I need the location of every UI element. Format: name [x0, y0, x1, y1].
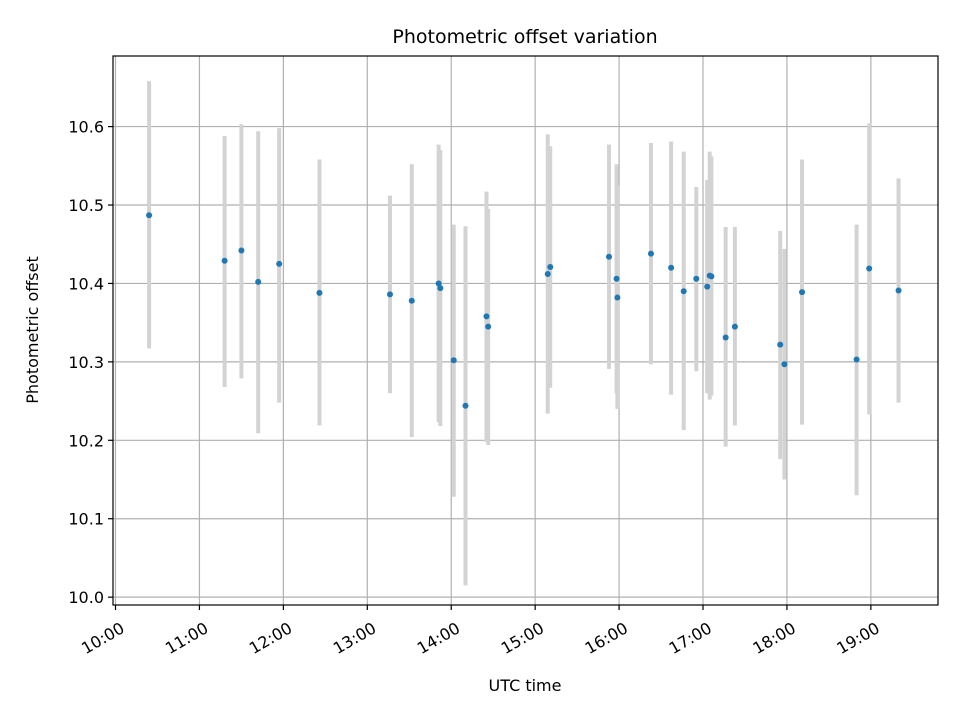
data-point [613, 275, 620, 282]
data-point [221, 257, 228, 264]
chart-title: Photometric offset variation [392, 26, 657, 48]
data-point [708, 273, 715, 280]
y-tick-label: 10.3 [68, 353, 104, 372]
data-point [255, 278, 262, 285]
x-axis-label: UTC time [489, 676, 562, 695]
data-point [408, 297, 415, 304]
data-points [146, 212, 902, 409]
y-tick-label: 10.4 [68, 274, 104, 293]
plot-frame [112, 55, 939, 606]
y-tick-label: 10.2 [68, 431, 104, 450]
data-point [483, 313, 490, 320]
y-tick-label: 10.1 [68, 510, 104, 529]
data-point [614, 294, 621, 301]
y-tick-label: 10.5 [68, 196, 104, 215]
data-point [731, 323, 738, 330]
data-point [544, 271, 551, 278]
data-point [316, 289, 323, 296]
data-point [777, 341, 784, 348]
data-point [238, 247, 245, 254]
data-point [895, 287, 902, 294]
data-point [680, 288, 687, 295]
data-point [386, 291, 393, 298]
data-point [668, 264, 675, 271]
data-point [781, 361, 788, 368]
data-point [866, 265, 873, 272]
data-point [606, 253, 613, 260]
y-axis-ticks: 10.0 10.1 10.2 10.3 10.4 10.5 10.6 [68, 118, 113, 607]
y-tick-label: 10.0 [68, 588, 104, 607]
data-point [722, 334, 729, 341]
y-axis-label: Photometric offset [23, 256, 42, 404]
data-point [462, 402, 469, 409]
data-point [485, 323, 492, 330]
data-point [853, 356, 860, 363]
data-point [693, 275, 700, 282]
data-point [146, 212, 153, 219]
data-point [799, 289, 806, 296]
data-point [704, 283, 711, 290]
data-point [435, 280, 442, 287]
y-tick-label: 10.6 [68, 118, 104, 137]
data-point [647, 250, 654, 257]
data-point [547, 263, 554, 270]
data-point [450, 357, 457, 364]
data-point [437, 285, 444, 292]
data-point [276, 260, 283, 267]
